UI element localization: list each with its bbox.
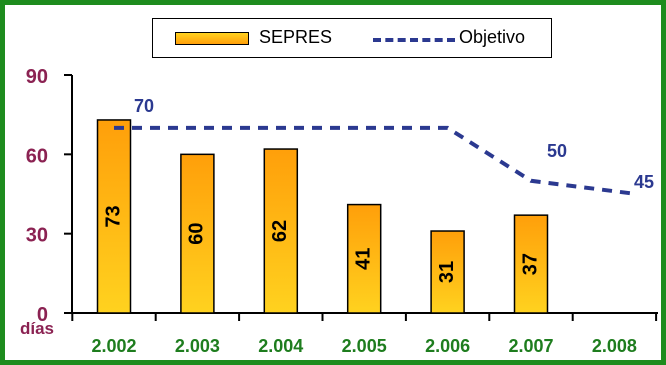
y-tick-label: 0 xyxy=(37,304,48,326)
bar-data-label: 37 xyxy=(519,253,541,275)
bar-sepres xyxy=(430,230,465,314)
x-tick-label: 2.006 xyxy=(425,336,470,356)
y-tick-label: 60 xyxy=(26,145,48,167)
bar-sepres xyxy=(263,148,299,314)
bar-sepres xyxy=(513,214,549,314)
bar-data-label: 41 xyxy=(352,248,374,270)
legend-swatch-objetivo xyxy=(373,38,455,42)
objective-data-label: 50 xyxy=(547,141,567,161)
y-tick-label: 30 xyxy=(26,225,48,247)
bar-sepres xyxy=(180,153,215,314)
x-tick-label: 2.007 xyxy=(508,336,553,356)
bar-sepres xyxy=(96,119,132,314)
x-tick-label: 2.008 xyxy=(592,336,637,356)
bar-data-label: 73 xyxy=(102,205,124,227)
bar-data-label: 62 xyxy=(269,220,291,242)
y-tick-label: 90 xyxy=(26,66,48,88)
x-tick-label: 2.002 xyxy=(91,336,136,356)
bar-sepres xyxy=(346,203,382,314)
objective-data-label: 45 xyxy=(634,172,654,192)
x-tick-label: 2.003 xyxy=(175,336,220,356)
legend-label-sepres: SEPRES xyxy=(259,27,333,47)
x-tick-label: 2.004 xyxy=(258,336,303,356)
objective-line xyxy=(114,125,637,196)
y-axis-label: días xyxy=(20,319,54,338)
legend-swatch-sepres xyxy=(175,32,249,45)
objective-data-label: 70 xyxy=(134,96,154,116)
bar-data-label: 60 xyxy=(186,223,208,245)
x-tick-label: 2.005 xyxy=(342,336,387,356)
bar-data-label: 31 xyxy=(436,261,458,283)
legend-label-objetivo: Objetivo xyxy=(459,27,526,47)
legend: SEPRES Objetivo xyxy=(152,18,552,58)
